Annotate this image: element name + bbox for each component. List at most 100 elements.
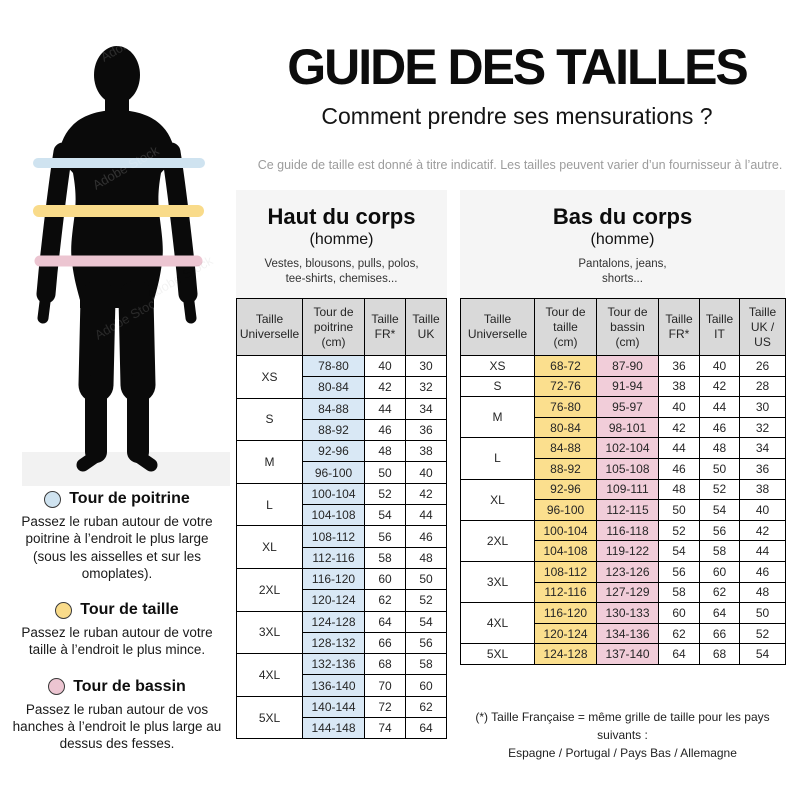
table-cell: 54	[405, 610, 447, 633]
size-cell: 2XL	[236, 567, 303, 612]
column-header: Taille Universelle	[236, 298, 303, 356]
table-cell: 112-116	[534, 581, 597, 604]
table-cell: 104-108	[534, 540, 597, 562]
table-cell: 42	[364, 376, 406, 399]
column-header: Taille IT	[699, 298, 740, 356]
table-cell: 38	[658, 375, 700, 398]
table-header-row: Taille Universelle Tour de taille (cm) Tou…	[460, 298, 786, 356]
table-row: 4XL 116-120 130-133 60 64 50	[460, 602, 786, 645]
column-header: Taille Universelle	[460, 298, 535, 356]
table-cell: 52	[405, 589, 447, 612]
section-bas-du-corps: Bas du corps (homme) Pantalons, jeans, s…	[460, 190, 785, 298]
table-cell: 44	[364, 397, 406, 420]
size-cell: 4XL	[236, 653, 303, 697]
table-cell: 44	[739, 540, 786, 562]
table-cell: 56	[699, 519, 740, 542]
table-row: 5XL 124-128 137-140 64 68 54	[460, 643, 786, 665]
table-row: 2XL 116-120 60 50	[236, 567, 447, 612]
table-row: 88-92 46 36	[237, 418, 447, 442]
table-cell: 60	[658, 602, 700, 624]
table-row: 3XL 124-128 64 54	[236, 610, 447, 655]
table-cell: 91-94	[596, 375, 659, 398]
section-gender: (homme)	[590, 231, 655, 248]
table-row: 4XL 132-136 68 58	[236, 653, 447, 697]
table-cell: 98-101	[596, 416, 659, 439]
section-description: Vestes, blousons, pulls, polos, tee-shir…	[264, 258, 419, 285]
table-cell: 120-124	[534, 622, 597, 645]
table-cell: 66	[699, 622, 740, 645]
table-row: 120-124 134-136 62 66 52	[461, 622, 786, 645]
size-cell: 3XL	[236, 610, 303, 655]
table-cell: 58	[364, 546, 406, 569]
table-row: XL 108-112 56 46	[236, 525, 447, 569]
table-row: 104-108 54 44	[237, 504, 447, 527]
table-cell: 40	[364, 354, 406, 378]
table-cell: 100-104	[534, 519, 597, 542]
table-cell: 46	[405, 525, 447, 548]
legend-item-poitrine: Tour de poitrine Passez le ruban autour …	[11, 490, 223, 582]
table-cell: 48	[405, 546, 447, 569]
legend-title-row: Tour de taille	[11, 601, 223, 619]
column-header: Taille FR*	[364, 298, 406, 356]
table-cell: 48	[658, 478, 700, 501]
table-cell: 72	[364, 695, 406, 719]
size-cell: S	[460, 375, 535, 398]
column-header: Tour de bassin (cm)	[596, 298, 659, 356]
table-cell: 52	[364, 482, 406, 506]
table-cell: 68-72	[534, 355, 597, 377]
table-cell: 26	[739, 355, 786, 377]
table-cell: 108-112	[302, 525, 365, 548]
legend-description: Passez le ruban autour de vos hanches à …	[12, 701, 222, 752]
table-cell: 28	[739, 375, 786, 398]
table-cell: 128-132	[302, 631, 365, 655]
table-cell: 44	[699, 396, 740, 418]
column-header: Tour de poitrine (cm)	[302, 298, 365, 356]
table-row: XS 78-80 40 30	[236, 354, 447, 399]
table-row: 2XL 100-104 116-118 52 56 42	[460, 519, 786, 562]
size-cell: M	[460, 396, 535, 439]
table-cell: 116-120	[302, 567, 365, 591]
page-subtitle: Comment prendre ses mensurations ?	[321, 103, 713, 129]
table-cell: 64	[658, 643, 700, 665]
column-header: Taille FR*	[658, 298, 700, 356]
table-cell: 46	[658, 457, 700, 480]
table-cell: 48	[364, 440, 406, 463]
table-cell: 32	[405, 376, 447, 399]
table-cell: 54	[658, 540, 700, 562]
table-row: XS 68-72 87-90 36 40 26	[460, 355, 786, 377]
table-row: S 84-88 44 34	[236, 397, 447, 442]
column-header: Taille UK	[405, 298, 447, 356]
table-cell: 70	[364, 674, 406, 697]
table-cell: 66	[364, 631, 406, 655]
table-cell: 120-124	[302, 589, 365, 612]
legend-item-bassin: Tour de bassin Passez le ruban autour de…	[11, 678, 223, 753]
table-cell: 40	[658, 396, 700, 418]
size-table-haut-du-corps: Taille Universelle Tour de poitrine (cm) T…	[236, 298, 447, 740]
table-cell: 54	[364, 504, 406, 527]
table-cell: 42	[658, 416, 700, 439]
table-cell: 60	[699, 560, 740, 583]
table-row: 80-84 98-101 42 46 32	[461, 416, 786, 439]
size-cell: XL	[460, 478, 535, 521]
table-cell: 50	[405, 567, 447, 591]
table-cell: 58	[658, 581, 700, 604]
table-row: 96-100 112-115 50 54 40	[461, 499, 786, 521]
table-cell: 80-84	[534, 416, 597, 439]
table-cell: 42	[405, 482, 447, 506]
table-cell: 116-120	[534, 602, 597, 624]
table-cell: 96-100	[302, 461, 365, 484]
table-row: 144-148 74 64	[237, 717, 447, 740]
table-row: L 100-104 52 42	[236, 482, 447, 527]
table-row: 80-84 42 32	[237, 376, 447, 399]
legend-description: Passez le ruban autour de votre poitrine…	[21, 514, 213, 581]
table-cell: 74	[364, 717, 406, 740]
column-header: Taille UK / US	[739, 298, 786, 356]
table-cell: 42	[699, 375, 740, 398]
size-cell: 4XL	[460, 602, 535, 645]
table-cell: 50	[739, 602, 786, 624]
table-row: XL 92-96 109-111 48 52 38	[460, 478, 786, 521]
table-cell: 102-104	[596, 437, 659, 459]
table-cell: 52	[699, 478, 740, 501]
table-row: S 72-76 91-94 38 42 28	[460, 375, 786, 398]
table-cell: 52	[739, 622, 786, 645]
